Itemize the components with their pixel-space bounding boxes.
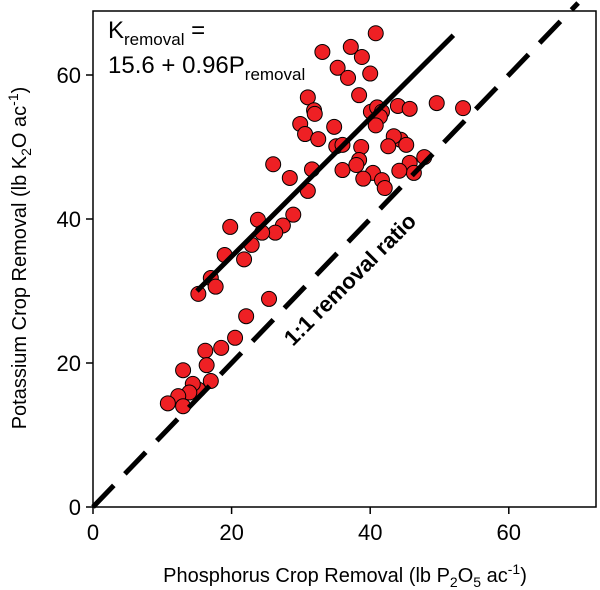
x-title-close: ) (520, 565, 527, 587)
data-point (222, 218, 239, 235)
data-point (198, 357, 215, 374)
y-tick-label: 40 (57, 207, 81, 232)
y-title-mid: O ac (9, 106, 31, 148)
data-point (310, 131, 327, 148)
y-tick-label: 60 (57, 63, 81, 88)
data-point (281, 169, 298, 186)
x-title-main: Phosphorus Crop Removal (lb P (163, 565, 450, 587)
data-point (380, 138, 397, 155)
y-title-close: ) (9, 87, 31, 94)
data-point (348, 157, 365, 173)
data-point (306, 105, 323, 122)
x-tick-label: 0 (87, 520, 99, 545)
y-title-sub1: 2 (18, 148, 34, 156)
data-point (159, 395, 176, 412)
ticks-layer: 0 20 40 60 0 20 40 60 (57, 63, 522, 545)
equation-body: 15.6 + 0.96P (108, 52, 245, 79)
x-tick-label: 60 (497, 520, 521, 545)
data-point (314, 43, 331, 60)
reference-line-label: 1:1 removal ratio (279, 208, 421, 350)
data-point (236, 251, 253, 268)
data-point (285, 206, 302, 223)
data-point (340, 69, 357, 86)
data-point (342, 38, 359, 55)
data-point (238, 308, 255, 325)
points-layer (159, 25, 472, 415)
one-to-one-line (91, 1, 580, 509)
data-point (362, 65, 379, 82)
x-axis-title: Phosphorus Crop Removal (lb P2O5 ac-1) (163, 561, 527, 590)
equation-eq: = (184, 17, 205, 44)
data-point (455, 100, 472, 117)
data-point (197, 342, 214, 359)
data-point (202, 373, 219, 389)
data-point (329, 59, 346, 76)
data-point (355, 170, 372, 187)
data-point (227, 329, 244, 346)
y-tick-label: 20 (57, 351, 81, 376)
data-point (428, 95, 445, 112)
equation-p-sub: removal (245, 65, 305, 84)
data-point (391, 162, 408, 179)
equation-line2: 15.6 + 0.96Premoval (108, 52, 305, 84)
x-tick-label: 20 (219, 520, 243, 545)
data-point (398, 136, 415, 153)
data-point (367, 117, 384, 134)
data-point (265, 156, 282, 173)
data-point (401, 100, 418, 117)
x-title-tail: ac (481, 565, 508, 587)
x-title-sup: -1 (508, 561, 521, 577)
y-tick-label: 0 (69, 495, 81, 520)
x-title-mid: O (458, 565, 474, 587)
equation-line1: Kremoval = (108, 17, 205, 49)
lines-layer (91, 1, 580, 509)
x-title-sub1: 2 (450, 574, 458, 590)
x-title-sub2: 5 (473, 574, 481, 590)
regression-line (195, 33, 456, 293)
y-axis-title: Potassium Crop Removal (lb K2O ac-1) (5, 87, 34, 430)
data-point (207, 278, 224, 295)
data-point (299, 89, 316, 106)
data-point (261, 290, 278, 307)
data-point (334, 162, 351, 179)
equation-k: K (108, 17, 124, 44)
equation-k-sub: removal (124, 30, 184, 49)
data-point (353, 49, 370, 65)
data-point (367, 25, 384, 42)
plot-frame (92, 10, 597, 508)
y-title-sup: -1 (5, 93, 21, 106)
data-point (376, 180, 393, 197)
y-title-main: Potassium Crop Removal (lb K (9, 155, 31, 429)
data-point (351, 87, 368, 104)
x-tick-label: 40 (358, 520, 382, 545)
data-point (213, 339, 230, 356)
data-point (326, 118, 343, 135)
data-point (175, 362, 192, 379)
